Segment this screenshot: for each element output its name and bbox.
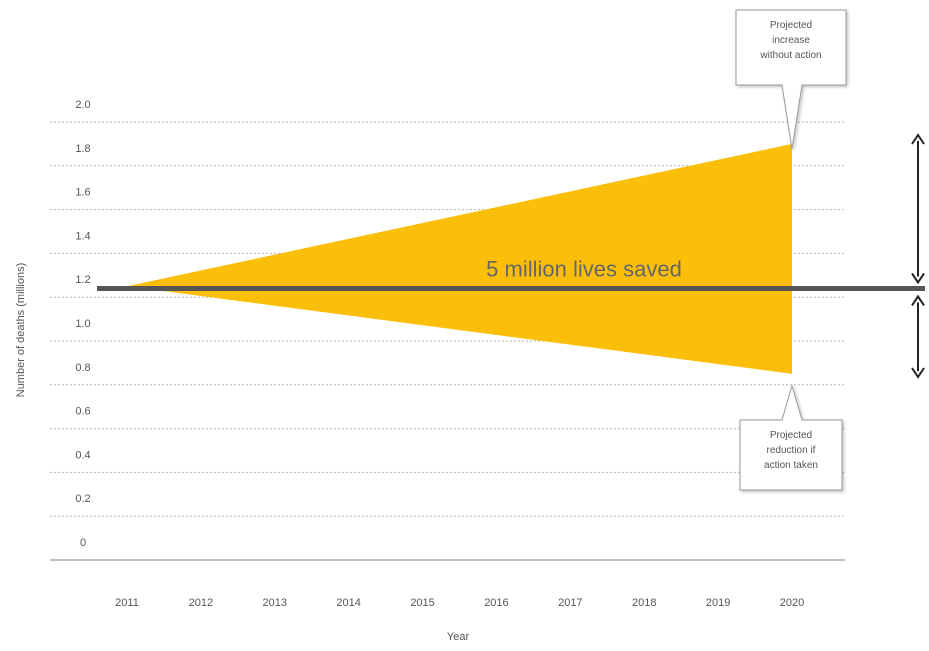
arrow-increase-head-top — [911, 133, 925, 145]
lives-saved-area — [127, 143, 792, 374]
y-tick-label: 1.2 — [75, 274, 90, 286]
x-tick-label: 2019 — [706, 597, 730, 609]
callout-reduction: Projected reduction if action taken — [739, 384, 843, 491]
callout-increase-box — [735, 9, 847, 149]
callout-reduction-text: Projected — [770, 430, 812, 441]
arrow-increase — [911, 133, 925, 285]
y-tick-label: 1.0 — [75, 318, 90, 330]
x-tick-label: 2015 — [410, 597, 434, 609]
callout-reduction-text: reduction if — [767, 445, 816, 456]
x-axis-label: Year — [447, 631, 470, 643]
y-tick-label: 0.2 — [75, 493, 90, 505]
y-tick-label: 2.0 — [75, 99, 90, 111]
arrow-reduction-head-top — [911, 294, 925, 306]
callout-increase-text: without action — [759, 50, 821, 61]
callout-increase-text: Projected — [770, 20, 812, 31]
y-tick-label: 0.4 — [75, 449, 90, 461]
x-tick-label: 2018 — [632, 597, 656, 609]
callout-increase: Projected increase without action — [735, 9, 847, 149]
lives-saved-label: 5 million lives saved — [486, 256, 682, 281]
callout-reduction-text: action taken — [764, 460, 818, 471]
callout-reduction-box — [739, 384, 843, 491]
x-tick-label: 2016 — [484, 597, 508, 609]
x-tick-label: 2014 — [336, 597, 360, 609]
arrow-reduction-head-bottom — [911, 367, 925, 379]
x-tick-label: 2020 — [780, 597, 804, 609]
y-tick-label: 1.4 — [75, 230, 90, 242]
y-tick-label: 1.6 — [75, 187, 90, 199]
callout-increase-text: increase — [772, 35, 810, 46]
x-tick-label: 2013 — [263, 597, 287, 609]
x-tick-label: 2011 — [115, 597, 139, 609]
x-tick-label: 2012 — [189, 597, 213, 609]
y-tick-label: 0.6 — [75, 406, 90, 418]
arrow-increase-head-bottom — [911, 272, 925, 285]
x-tick-label: 2017 — [558, 597, 582, 609]
y-tick-label: 0 — [80, 537, 86, 549]
y-tick-label: 1.8 — [75, 143, 90, 155]
y-axis-label: Number of deaths (millions) — [15, 263, 27, 398]
arrow-reduction — [911, 294, 925, 379]
y-tick-label: 0.8 — [75, 362, 90, 374]
